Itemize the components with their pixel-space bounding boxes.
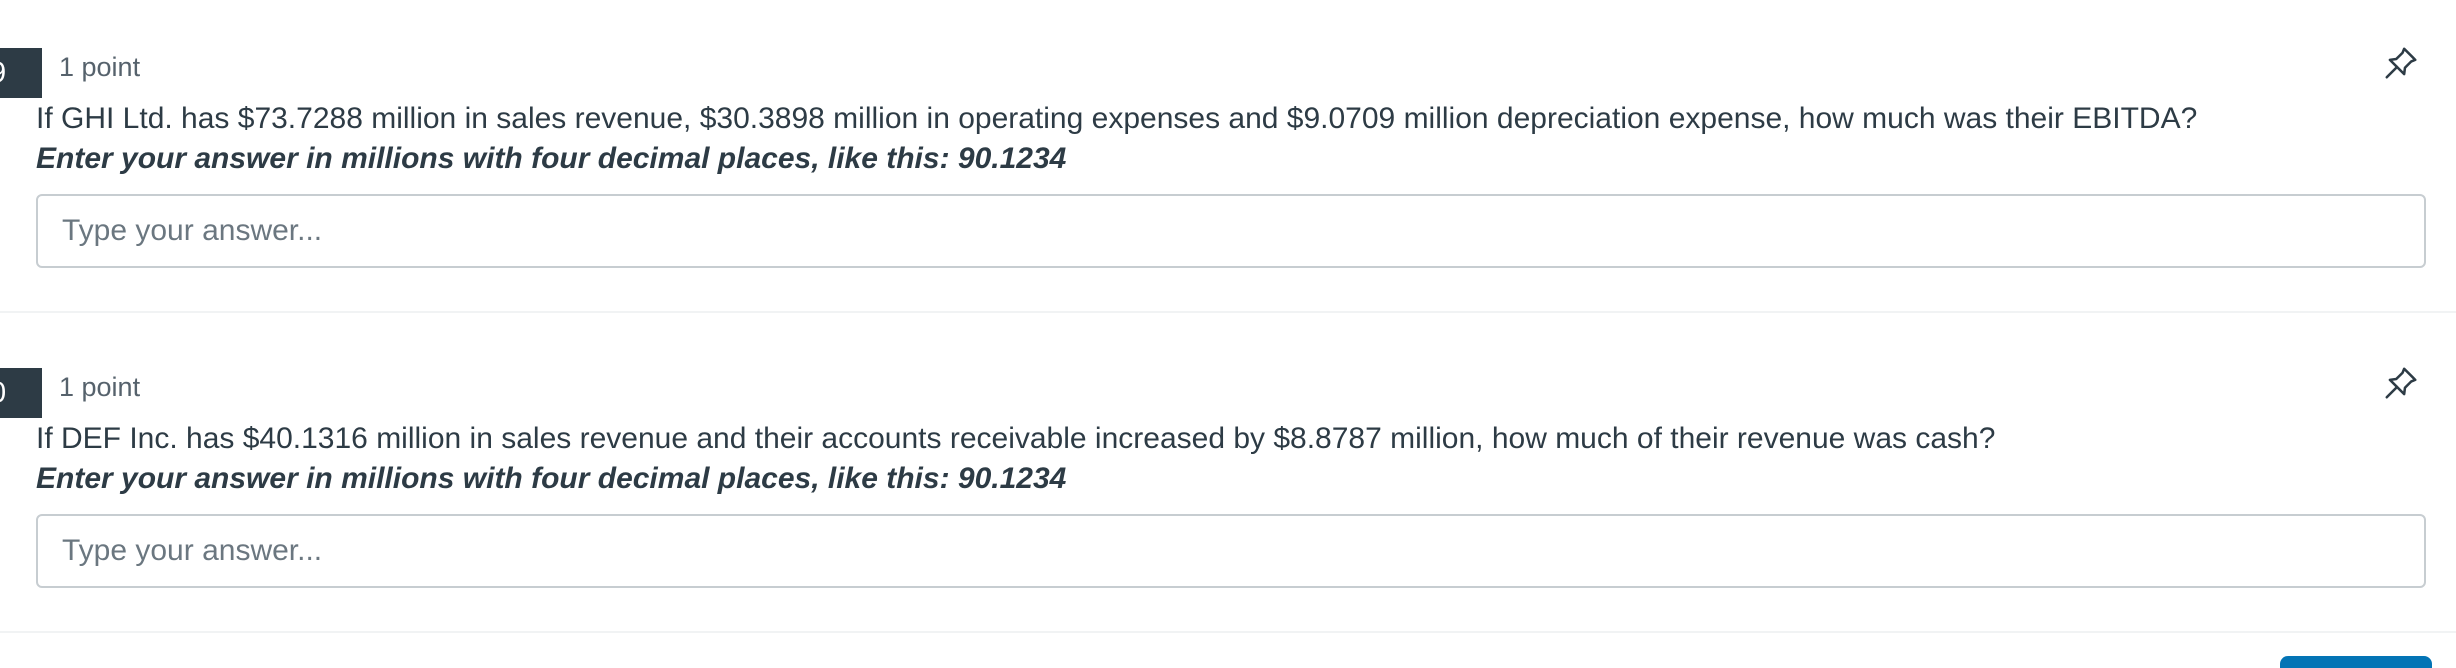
pin-icon[interactable]	[2382, 364, 2420, 402]
question-text: If DEF Inc. has $40.1316 million in sale…	[36, 422, 1996, 455]
question-instruction: Enter your answer in millions with four …	[36, 142, 1067, 175]
question-number-badge: 0	[0, 368, 42, 418]
question-9: 9 1 point If GHI Ltd. has $73.7288 milli…	[0, 0, 2456, 312]
question-points: 1 point	[59, 52, 141, 82]
answer-input[interactable]	[36, 194, 2426, 268]
pin-icon[interactable]	[2382, 44, 2420, 82]
question-10: 0 1 point If DEF Inc. has $40.1316 milli…	[0, 320, 2456, 632]
question-instruction: Enter your answer in millions with four …	[36, 462, 1067, 495]
question-points: 1 point	[59, 372, 141, 402]
next-button[interactable]	[2280, 656, 2432, 668]
question-divider	[0, 631, 2456, 633]
answer-input[interactable]	[36, 514, 2426, 588]
question-text: If GHI Ltd. has $73.7288 million in sale…	[36, 102, 2198, 135]
question-number-badge: 9	[0, 48, 42, 98]
question-divider	[0, 311, 2456, 313]
